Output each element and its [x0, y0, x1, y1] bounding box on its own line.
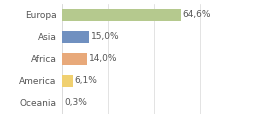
Bar — [62, 75, 73, 87]
Bar — [62, 53, 87, 65]
Bar — [62, 9, 181, 21]
Text: 0,3%: 0,3% — [64, 98, 87, 108]
Text: 14,0%: 14,0% — [89, 54, 118, 63]
Text: 6,1%: 6,1% — [75, 76, 98, 85]
Bar — [62, 31, 89, 43]
Text: 15,0%: 15,0% — [91, 32, 120, 41]
Text: 64,6%: 64,6% — [183, 10, 211, 19]
